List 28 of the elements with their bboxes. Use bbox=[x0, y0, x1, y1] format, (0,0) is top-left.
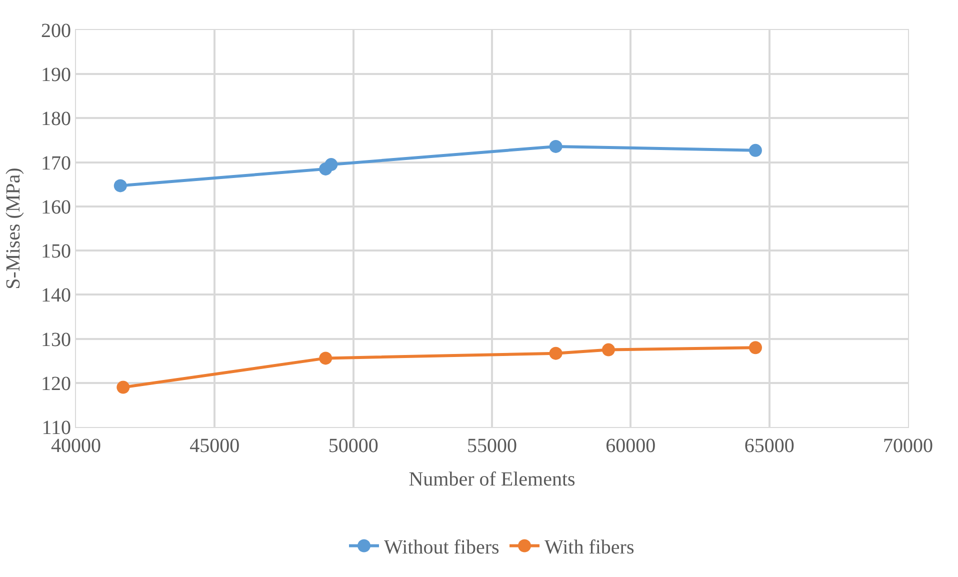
x-tick-label: 60000 bbox=[606, 435, 656, 457]
y-tick-label: 150 bbox=[41, 240, 71, 263]
y-tick-label: 140 bbox=[41, 284, 71, 307]
point bbox=[116, 380, 130, 394]
x-tick-label: 50000 bbox=[328, 435, 378, 457]
y-tick-label: 190 bbox=[41, 64, 71, 86]
point bbox=[324, 158, 338, 172]
x-tick-label: 55000 bbox=[467, 435, 517, 457]
x-tick-label: 45000 bbox=[190, 435, 240, 457]
y-tick-label: 200 bbox=[41, 20, 71, 42]
y-tick-label: 170 bbox=[41, 152, 71, 174]
x-tick-label: 65000 bbox=[744, 435, 794, 457]
x-tick-label: 70000 bbox=[883, 435, 933, 457]
point bbox=[549, 140, 562, 153]
point bbox=[602, 343, 615, 356]
point bbox=[549, 346, 562, 360]
y-tick-label: 160 bbox=[41, 196, 71, 218]
y-tick-label: 130 bbox=[41, 328, 71, 351]
point bbox=[748, 144, 762, 157]
point bbox=[114, 179, 127, 192]
legend-label: With fibers bbox=[544, 536, 634, 559]
y-axis-title: S-Mises (MPa) bbox=[2, 168, 24, 290]
x-axis-title: Number of Elements bbox=[408, 468, 576, 490]
point bbox=[319, 352, 332, 365]
legend-label: Without fibers bbox=[384, 536, 500, 559]
y-tick-label: 180 bbox=[41, 108, 71, 130]
y-tick-label: 120 bbox=[41, 372, 71, 395]
point bbox=[748, 341, 762, 354]
